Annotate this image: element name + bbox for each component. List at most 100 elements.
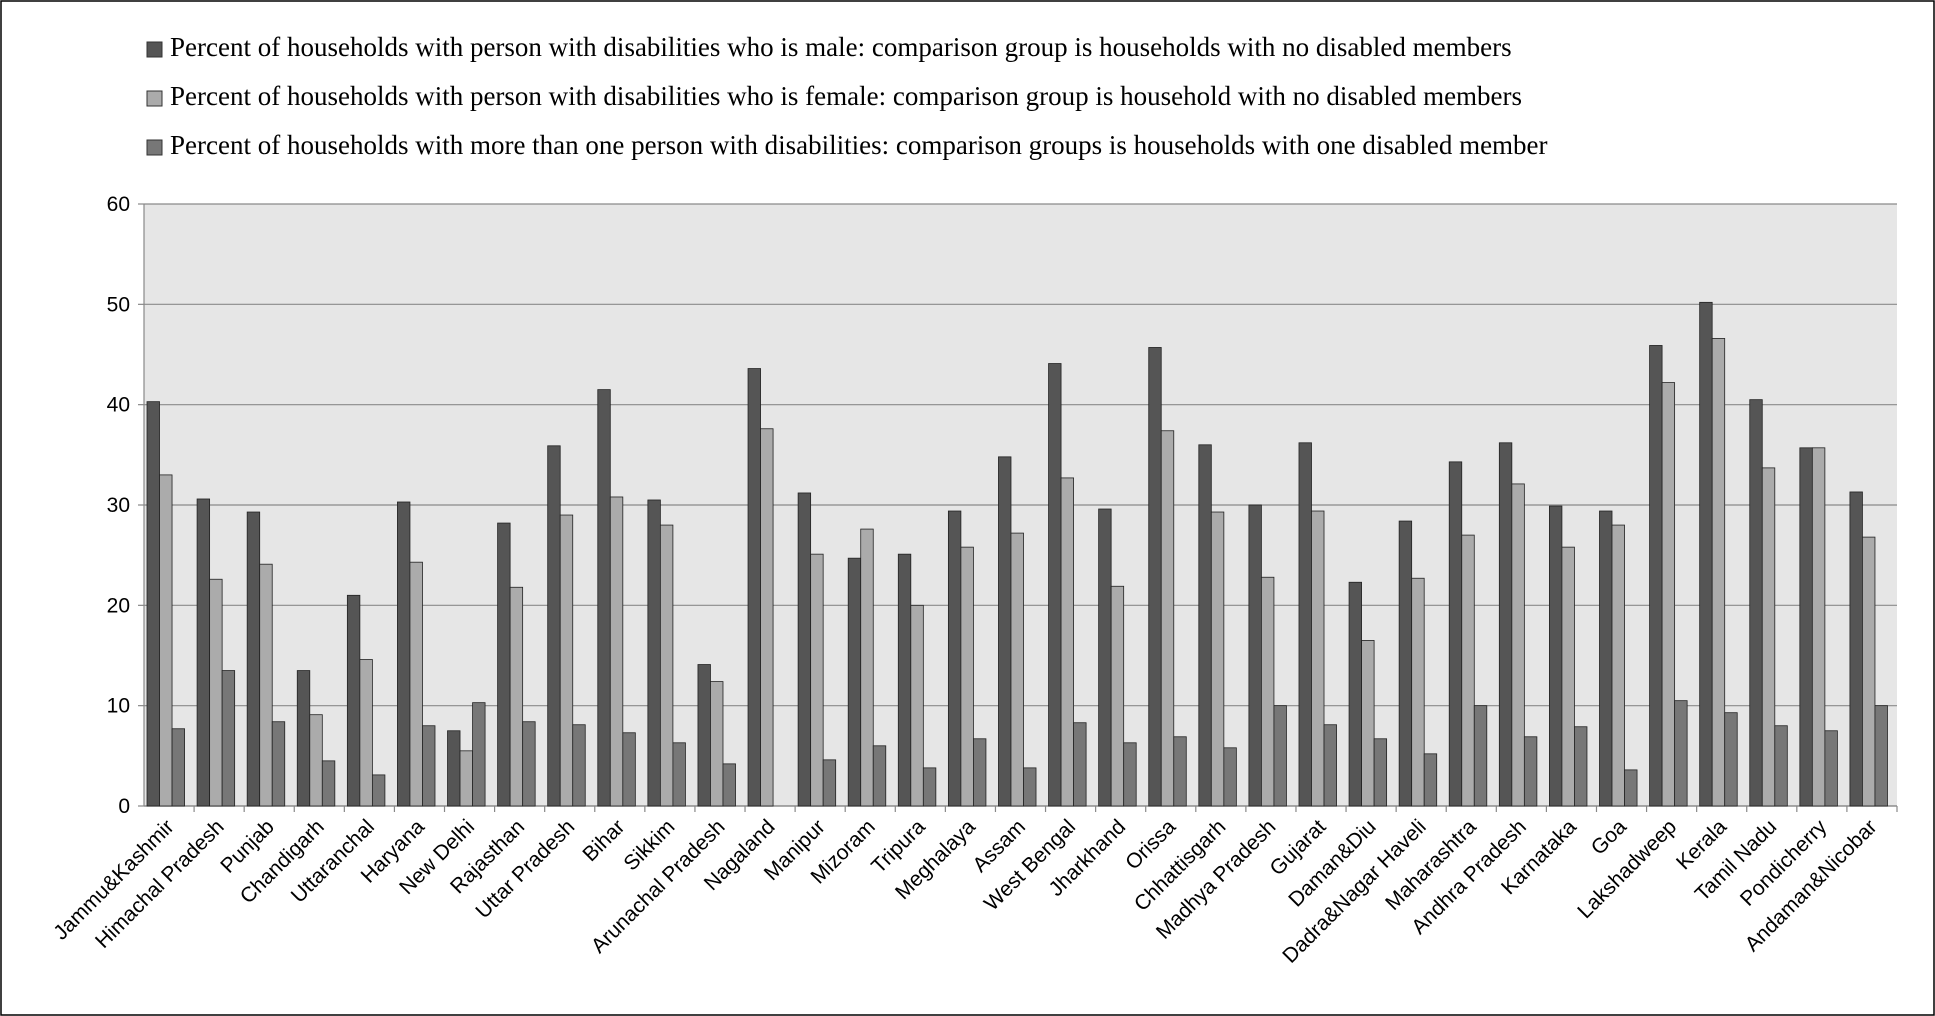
bar [422,725,436,807]
bar [1298,442,1312,807]
bar [1674,700,1688,807]
bar [1261,576,1275,807]
bar [797,492,812,807]
bar [1624,769,1638,807]
bar [1661,382,1676,807]
bar [221,670,236,807]
bar [321,760,336,807]
bar [822,759,837,807]
bar [847,557,862,807]
bar [1523,736,1538,807]
bar [860,528,874,807]
bar [1148,347,1162,807]
bar [1774,725,1788,807]
bar [1361,640,1375,807]
bar [346,594,361,807]
bar [897,553,912,807]
legend-label: Percent of households with more than one… [170,130,1548,160]
bar [572,724,586,807]
bar [447,730,461,807]
bar [1761,467,1776,807]
bar [397,501,411,807]
bar [810,553,824,807]
legend-label: Percent of households with person with d… [170,81,1522,111]
bar [497,522,511,807]
bar [1549,505,1563,807]
bar [1874,705,1888,807]
bar [1724,712,1738,807]
bar [1749,399,1763,807]
bar [1173,736,1187,807]
bar [1210,511,1225,807]
bar [722,763,736,807]
bar [371,774,386,807]
legend-swatch [146,139,163,156]
bar [1248,504,1262,807]
bar [910,604,924,807]
bar [1511,483,1525,807]
bar [1373,738,1388,807]
bar [1048,363,1062,807]
bar [960,546,974,807]
bar [710,681,724,807]
bar [1862,536,1876,807]
bar [1599,510,1613,807]
bar [672,742,686,807]
bar [1611,524,1625,807]
bar [1423,753,1438,807]
bar [1110,585,1125,807]
legend-swatch [146,41,163,58]
bar [171,728,185,807]
bar [622,732,636,807]
bar [1023,767,1037,807]
bar [1123,742,1137,807]
bar [1073,722,1087,807]
y-tick-label: 40 [107,394,130,417]
y-tick-label: 60 [107,193,130,216]
bar [547,445,561,807]
bar [973,738,987,807]
bar [1198,444,1212,807]
y-tick-label: 0 [118,795,130,818]
legend-swatch [146,90,163,107]
bar [1448,461,1463,807]
bar [659,524,674,807]
bar [559,514,574,807]
y-tick-label: 10 [107,695,130,718]
y-tick-label: 20 [107,594,130,617]
bar [1060,477,1074,807]
bar [747,368,761,807]
bar [209,578,223,807]
bar [409,561,423,807]
bar [1461,534,1475,807]
bar [159,474,173,807]
bar [1223,747,1237,807]
y-tick-label: 50 [107,293,130,316]
bar [1323,724,1337,807]
bar [1849,491,1863,807]
bar [509,586,524,807]
bar [1311,510,1325,807]
bar [760,428,774,807]
bar [472,702,486,807]
bar [1799,447,1813,807]
bar [1348,581,1362,807]
bar [359,659,373,807]
bar [872,745,887,807]
bar [1711,338,1726,807]
bar [597,389,611,807]
bar [998,456,1012,807]
bar [609,496,624,807]
bar [1411,577,1425,807]
bar [647,499,661,807]
bar [309,714,323,807]
bar [196,498,211,807]
bar [1273,705,1287,807]
bar [922,767,937,807]
bar [1699,301,1713,807]
bar [459,750,473,807]
bar [522,721,536,807]
bar [146,401,160,807]
bar [947,510,962,807]
bar [271,721,286,807]
